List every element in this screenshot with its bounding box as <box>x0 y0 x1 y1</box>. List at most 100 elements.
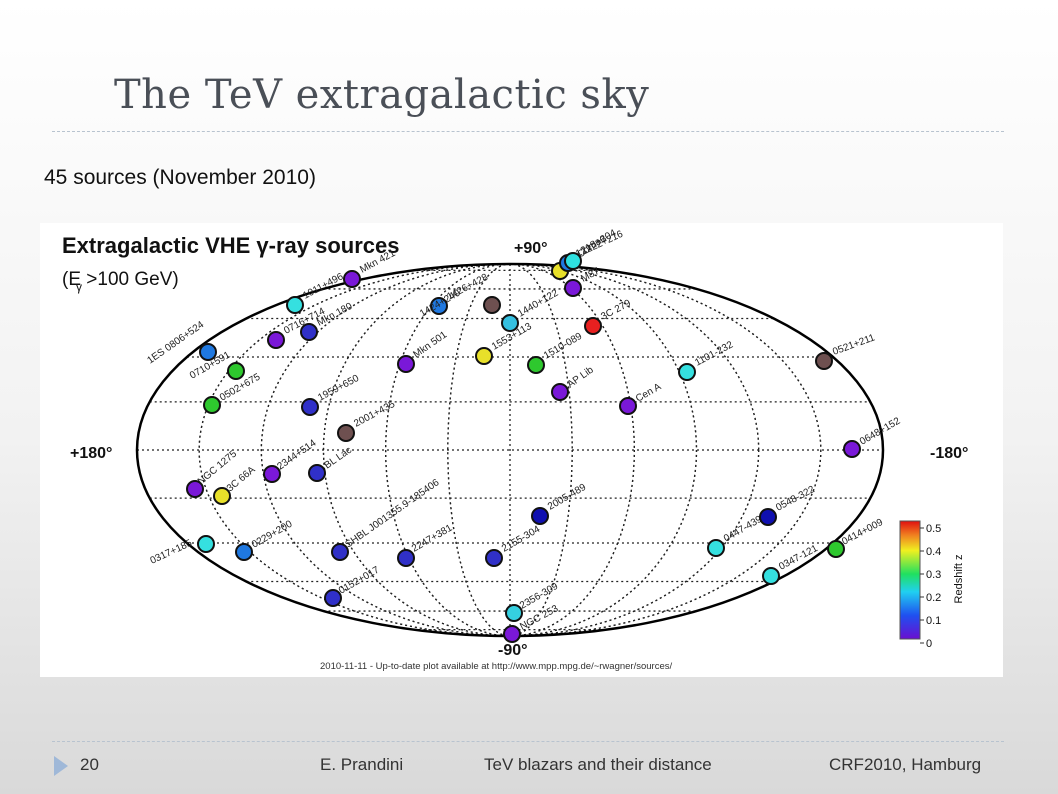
source-marker <box>501 314 519 332</box>
source-point: 0152+017 <box>324 564 382 607</box>
source-label: Mkn 501 <box>411 329 449 360</box>
source-label: AP Lib <box>565 364 596 390</box>
footer-venue: CRF2010, Hamburg <box>829 755 982 774</box>
source-marker <box>707 539 725 557</box>
title-divider <box>52 131 1004 132</box>
source-marker <box>527 356 545 374</box>
figure-caption: 2010-11-11 - Up-to-date plot available a… <box>320 661 672 672</box>
source-marker <box>827 540 845 558</box>
colorbar-title: Redshift z <box>953 555 965 604</box>
source-point: 0347-121 <box>762 543 820 585</box>
page-number: 20 <box>80 755 99 774</box>
slide-subtitle: 45 sources (November 2010) <box>44 166 316 189</box>
source-marker <box>300 323 318 341</box>
source-point: 0648+152 <box>843 415 903 458</box>
source-marker <box>505 604 523 622</box>
source-label: 0317+185 <box>149 538 195 567</box>
colorbar-tick-label: 0.2 <box>926 592 941 604</box>
source-label: 1440+122 <box>516 287 561 319</box>
label-south-pole: -90° <box>498 642 528 659</box>
source-label: 0447-439 <box>722 514 764 545</box>
source-label: 0521+211 <box>831 332 877 358</box>
source-marker <box>430 297 448 315</box>
source-marker <box>343 270 361 288</box>
source-point: 2005-489 <box>531 482 588 525</box>
source-marker <box>762 567 780 585</box>
source-marker <box>475 347 493 365</box>
source-label: 1101-232 <box>693 339 735 368</box>
source-label: Cen A <box>634 381 663 404</box>
source-marker <box>551 383 569 401</box>
source-marker <box>199 343 217 361</box>
sky-map-figure: Extragalactic VHE γ-ray sources (E >100 … <box>40 223 1003 677</box>
meridian-line <box>322 263 698 637</box>
label-north-pole: +90° <box>514 240 548 257</box>
footer-author: E. Prandini <box>320 755 404 774</box>
footer-triangle-icon <box>54 756 68 776</box>
source-point: 1222+216 <box>564 229 625 270</box>
source-marker <box>308 464 326 482</box>
source-marker <box>324 589 342 607</box>
source-point: 3C 279 <box>584 298 633 335</box>
source-label: 1ES 0806+524 <box>145 319 206 366</box>
redshift-colorbar: 0.5 0.4 0.3 0.2 0.1 0 Redshift z <box>899 520 965 650</box>
source-point: 0447-439 <box>707 514 764 557</box>
source-marker <box>564 279 582 297</box>
source-point: 1959+650 <box>301 373 361 416</box>
source-label: BL Lac <box>322 445 354 472</box>
source-point: Cen A <box>619 381 663 415</box>
source-point: 0414+009 <box>827 517 885 558</box>
source-marker <box>843 440 861 458</box>
source-point: 0317+185 <box>149 535 215 567</box>
source-label: 0648+152 <box>858 415 903 447</box>
source-point: 1424+240 <box>418 287 501 320</box>
source-marker <box>197 535 215 553</box>
colorbar-tick-label: 0.4 <box>926 546 941 558</box>
source-marker <box>584 317 602 335</box>
source-point: 1510-089 <box>527 331 584 374</box>
source-marker <box>235 543 253 561</box>
source-point: 0229+200 <box>235 518 295 561</box>
source-point: Mkn 501 <box>397 329 449 373</box>
source-marker <box>203 396 221 414</box>
footer-divider <box>52 741 1004 742</box>
source-marker <box>267 331 285 349</box>
source-label: 2247+381 <box>410 522 455 554</box>
source-label: 0152+017 <box>337 564 382 596</box>
source-point: 1101-232 <box>678 339 735 381</box>
footer-talk-title: TeV blazars and their distance <box>484 755 712 774</box>
source-point: 2155-304 <box>485 524 542 567</box>
figure-energy-gamma: γ <box>76 280 82 294</box>
source-marker <box>678 363 696 381</box>
source-marker <box>619 397 637 415</box>
source-marker <box>301 398 319 416</box>
source-label: 3C 66A <box>225 464 258 494</box>
colorbar-tick-label: 0.1 <box>926 615 941 627</box>
colorbar-tick-label: 0.5 <box>926 523 941 535</box>
source-label: 0414+009 <box>840 517 885 548</box>
source-marker <box>483 296 501 314</box>
source-point: 2001+435 <box>337 399 397 442</box>
slide-title: The TeV extragalactic sky <box>114 72 650 118</box>
source-marker <box>286 296 304 314</box>
source-point: BL Lac <box>308 445 354 482</box>
source-marker <box>337 424 355 442</box>
source-marker <box>815 352 833 370</box>
source-label: 1011+496 <box>301 271 345 302</box>
sky-map-svg: Extragalactic VHE γ-ray sources (E >100 … <box>62 227 968 672</box>
source-label: 2005-489 <box>546 482 588 513</box>
source-marker <box>227 362 245 380</box>
source-label: 2155-304 <box>500 524 542 555</box>
source-marker <box>213 487 231 505</box>
source-marker <box>759 508 777 526</box>
source-marker <box>397 355 415 373</box>
source-point: 0548-322 <box>759 484 817 526</box>
colorbar-tick-label: 0 <box>926 638 932 650</box>
source-marker <box>397 549 415 567</box>
source-point: AP Lib <box>551 364 596 401</box>
figure-energy-note: (E >100 GeV) <box>62 269 179 290</box>
label-right-longitude: -180° <box>930 445 968 462</box>
source-marker <box>186 480 204 498</box>
source-marker <box>503 625 521 643</box>
colorbar-tick-label: 0.3 <box>926 569 941 581</box>
